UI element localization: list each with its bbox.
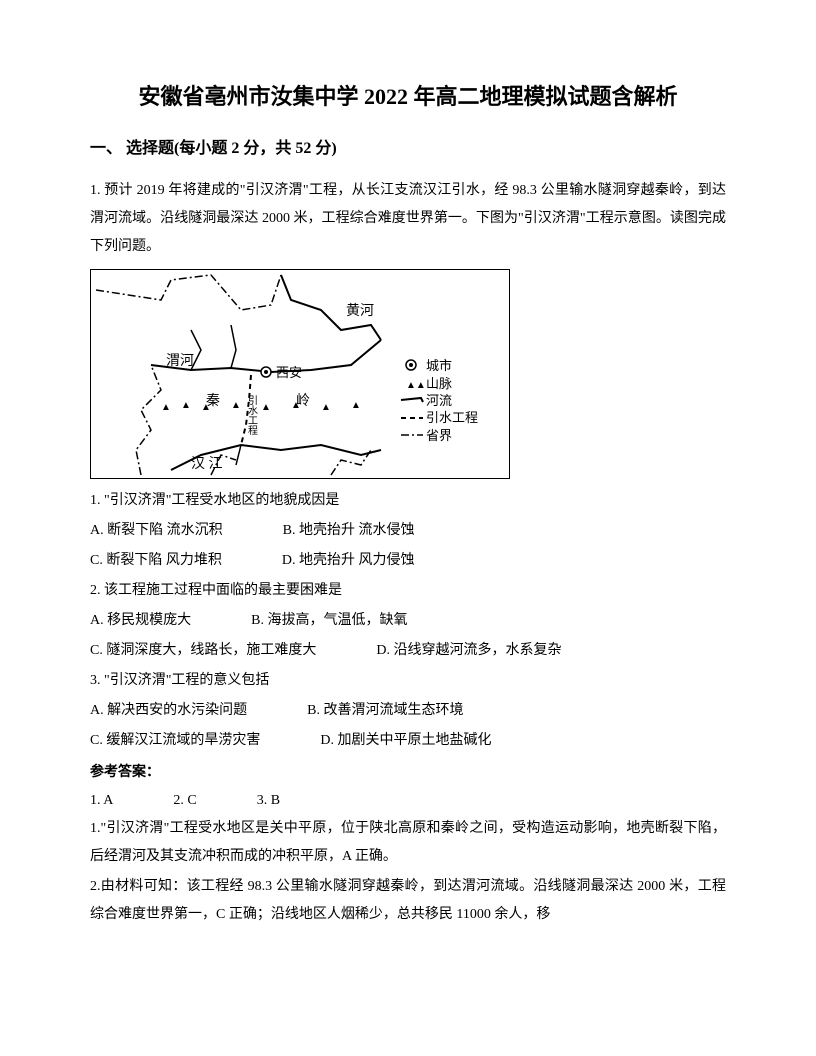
- q2-stem: 2. 该工程施工过程中面临的最主要困难是: [90, 577, 726, 605]
- explanation-1: 1."引汉济渭"工程受水地区是关中平原，位于陕北高原和秦岭之间，受构造运动影响，…: [90, 815, 726, 871]
- q2-option-a: A. 移民规模庞大: [90, 607, 191, 635]
- q1-option-b: B. 地壳抬升 流水侵蚀: [283, 517, 415, 545]
- svg-text:秦: 秦: [206, 393, 220, 409]
- svg-text:省界: 省界: [426, 428, 452, 443]
- question-intro: 1. 预计 2019 年将建成的"引汉济渭"工程，从长江支流汉江引水，经 98.…: [90, 177, 726, 261]
- svg-text:山脉: 山脉: [426, 376, 452, 391]
- svg-text:▲: ▲: [161, 402, 171, 413]
- section-header: 一、 选择题(每小题 2 分，共 52 分): [90, 133, 726, 165]
- q1-option-c: C. 断裂下陷 风力堆积: [90, 547, 222, 575]
- q3-option-d: D. 加剧关中平原土地盐碱化: [320, 727, 491, 755]
- svg-text:岭: 岭: [296, 393, 310, 409]
- map-diagram: ▲ ▲ ▲ ▲ ▲ ▲ ▲ ▲ 黄河 渭河 西安 秦 岭 引水工程 汉 江 城市…: [90, 269, 510, 479]
- q3-option-a: A. 解决西安的水污染问题: [90, 697, 247, 725]
- svg-text:▲: ▲: [351, 400, 361, 411]
- svg-text:▲: ▲: [261, 402, 271, 413]
- q1-option-a: A. 断裂下陷 流水沉积: [90, 517, 223, 545]
- q3-option-b: B. 改善渭河流域生态环境: [307, 697, 463, 725]
- q2-option-d: D. 沿线穿越河流多，水系复杂: [376, 637, 561, 665]
- answer-2: 2. C: [173, 787, 196, 815]
- q3-option-c: C. 缓解汉江流域的旱涝灾害: [90, 727, 260, 755]
- svg-text:城市: 城市: [426, 358, 452, 373]
- exam-title: 安徽省亳州市汝集中学 2022 年高二地理模拟试题含解析: [90, 80, 726, 113]
- explanation-2: 2.由材料可知：该工程经 98.3 公里输水隧洞穿越秦岭，到达渭河流域。沿线隧洞…: [90, 873, 726, 929]
- svg-text:▲: ▲: [181, 400, 191, 411]
- q1-option-d: D. 地壳抬升 风力侵蚀: [282, 547, 415, 575]
- svg-text:▲: ▲: [321, 402, 331, 413]
- q2-option-c: C. 隧洞深度大，线路长，施工难度大: [90, 637, 316, 665]
- svg-text:河流: 河流: [426, 393, 452, 408]
- svg-text:▲▲: ▲▲: [406, 380, 426, 391]
- q1-stem: 1. "引汉济渭"工程受水地区的地貌成因是: [90, 487, 726, 515]
- svg-text:西安: 西安: [276, 365, 302, 380]
- q3-stem: 3. "引汉济渭"工程的意义包括: [90, 667, 726, 695]
- answer-header: 参考答案：: [90, 759, 726, 787]
- svg-text:黄河: 黄河: [346, 302, 374, 319]
- answer-1: 1. A: [90, 787, 113, 815]
- svg-text:引水工程: 引水工程: [246, 395, 258, 435]
- answer-3: 3. B: [257, 787, 280, 815]
- answer-row: 1. A 2. C 3. B: [90, 787, 726, 815]
- svg-text:▲: ▲: [231, 400, 241, 411]
- svg-text:引水工程: 引水工程: [426, 410, 478, 425]
- svg-text:渭河: 渭河: [166, 353, 194, 369]
- q2-option-b: B. 海拔高，气温低，缺氧: [251, 607, 407, 635]
- svg-text:汉 江: 汉 江: [191, 456, 223, 472]
- map-svg: ▲ ▲ ▲ ▲ ▲ ▲ ▲ ▲ 黄河 渭河 西安 秦 岭 引水工程 汉 江 城市…: [91, 270, 511, 480]
